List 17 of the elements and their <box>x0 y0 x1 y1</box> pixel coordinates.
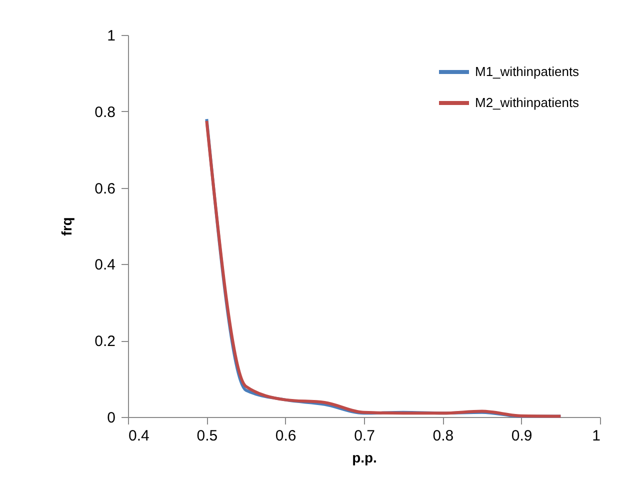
legend-label: M2_withinpatients <box>475 95 580 110</box>
y-tick-label: 0 <box>107 410 116 426</box>
x-tick-label: 0.7 <box>354 428 375 444</box>
x-tick-label: 0.9 <box>511 428 532 444</box>
y-tick-label: 0.8 <box>94 104 116 121</box>
x-tick-label: 0.4 <box>128 428 150 444</box>
x-tick-label: 0.5 <box>196 428 218 444</box>
y-tick-label: 0.6 <box>94 180 116 198</box>
y-tick-label: 1 <box>107 28 116 44</box>
y-axis-title: frq <box>58 217 75 236</box>
x-axis-title: p.p. <box>352 450 377 466</box>
x-tick-label: 1 <box>592 428 600 444</box>
legend-label: M1_withinpatients <box>475 64 580 79</box>
y-tick-label: 0.2 <box>94 333 116 350</box>
x-tick-label: 0.8 <box>432 428 454 444</box>
y-tick-label: 0.4 <box>94 256 116 274</box>
x-tick-label: 0.6 <box>275 428 296 444</box>
